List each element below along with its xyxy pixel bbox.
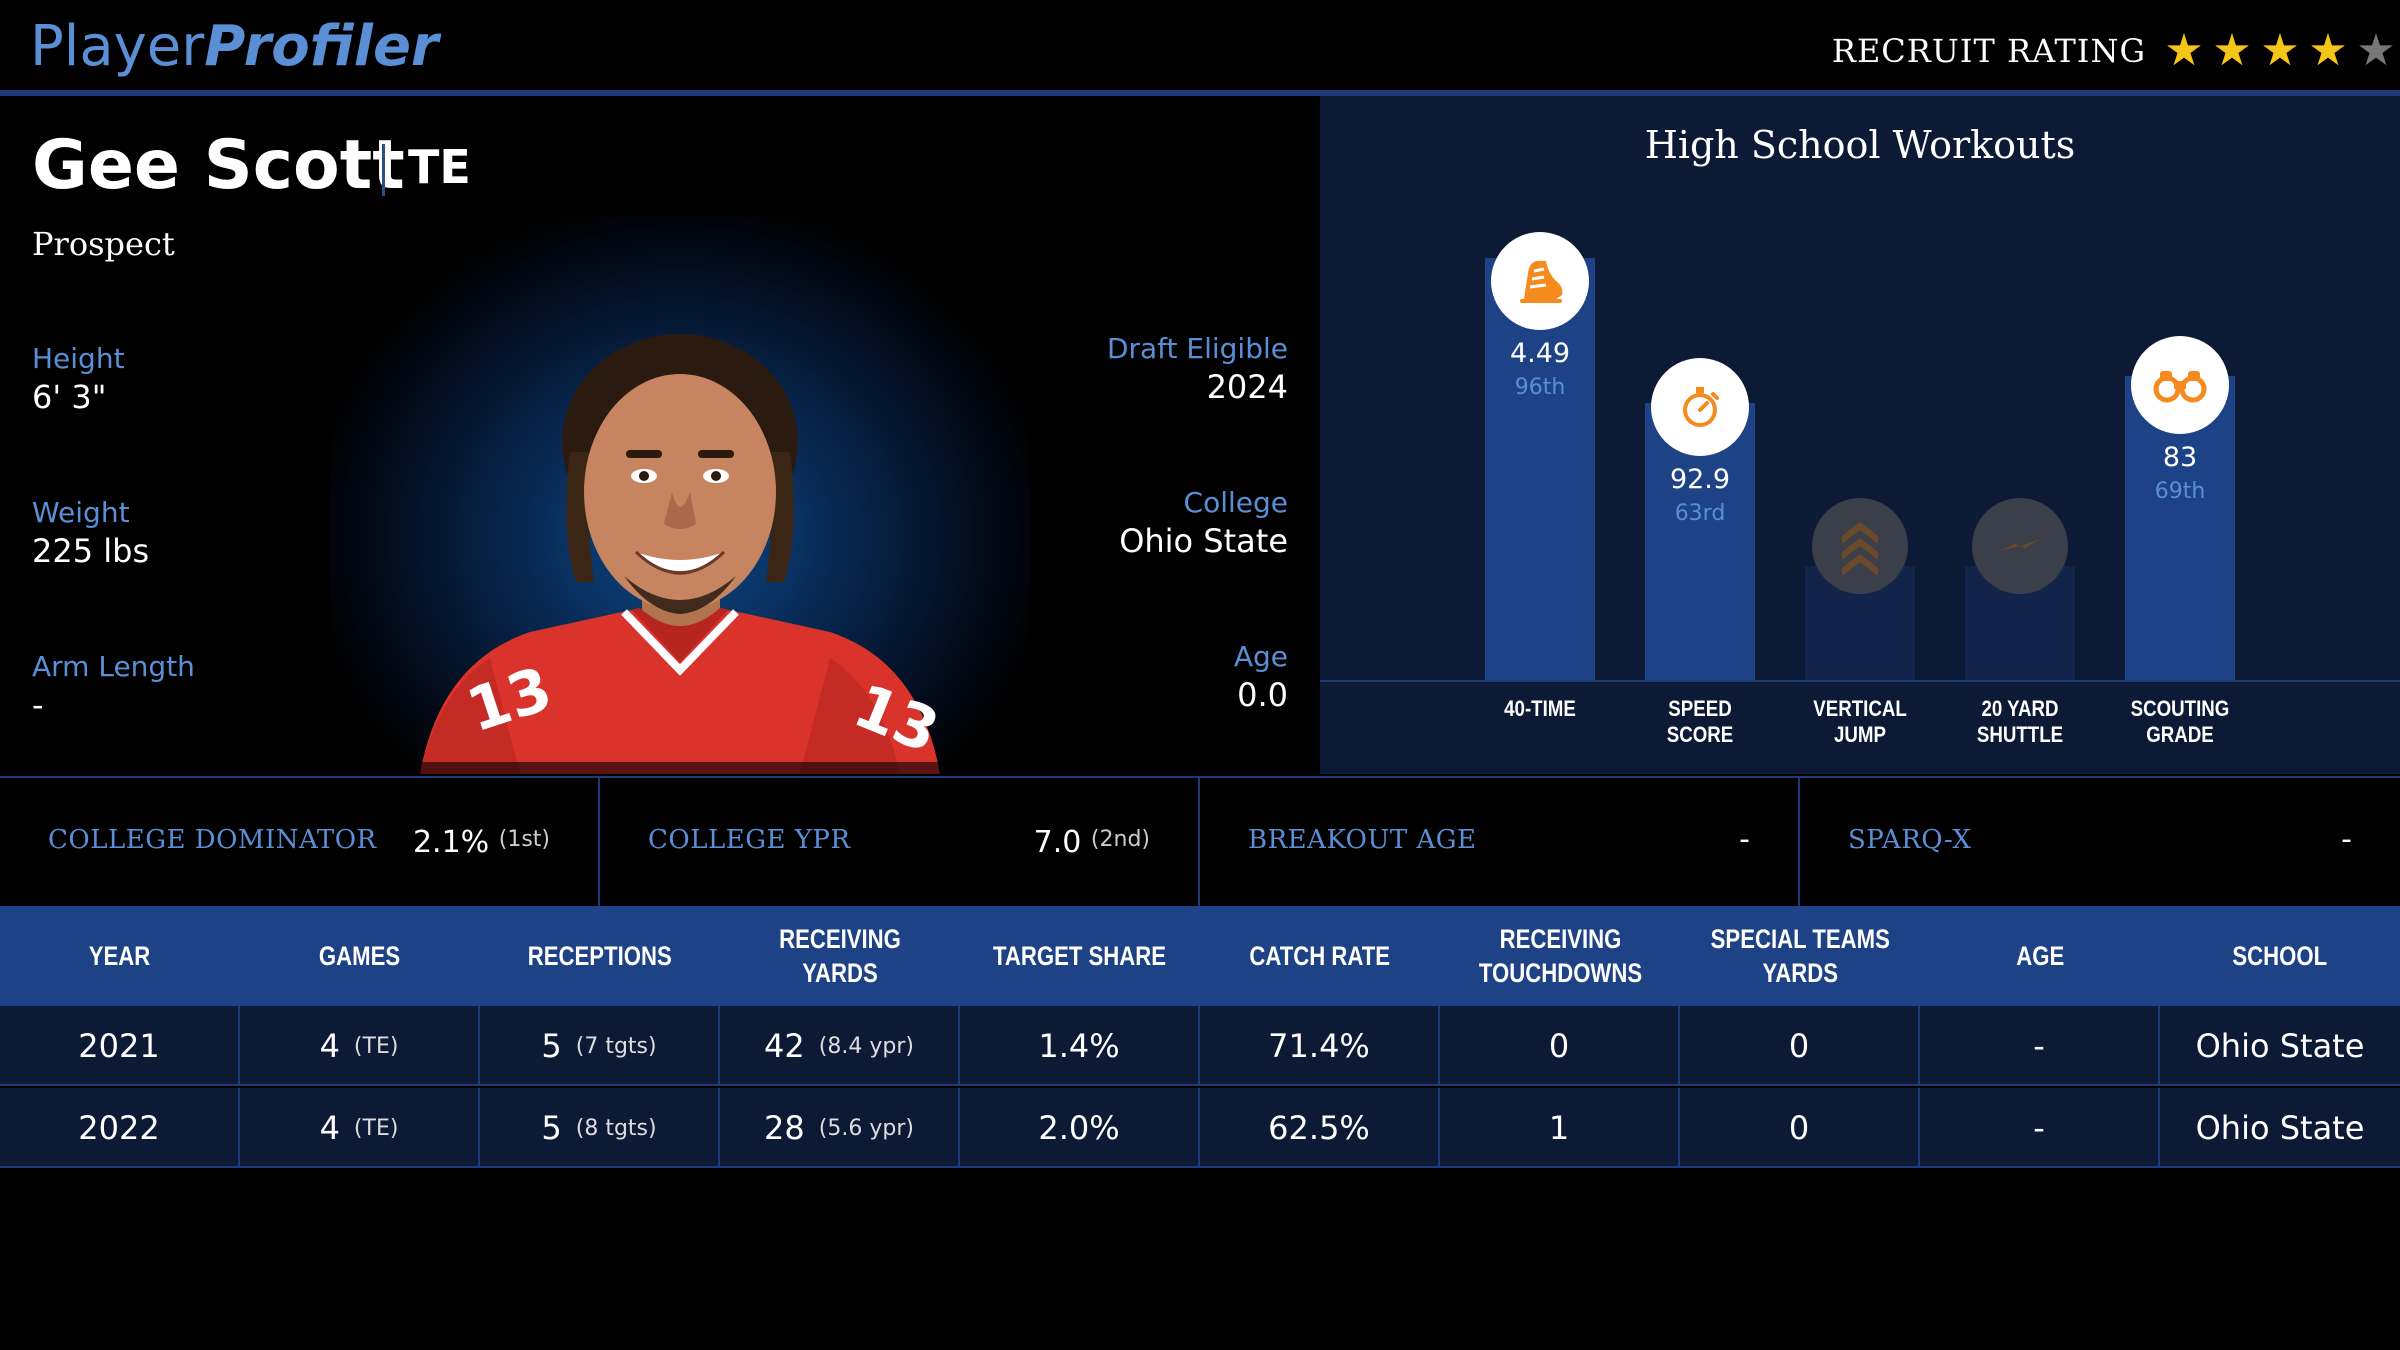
cell-school: Ohio State (2195, 1027, 2365, 1065)
weight-label: Weight (32, 496, 130, 529)
column-header-school[interactable]: SCHOOL (2232, 941, 2328, 971)
logo-text-player: Player (30, 14, 205, 79)
cell-age: - (1920, 1006, 2160, 1086)
cell-catch-rate: 71.4% (1200, 1006, 1440, 1086)
metric-label: COLLEGE DOMINATOR (48, 825, 377, 855)
player-profiler-logo[interactable]: PlayerProfiler (30, 12, 439, 82)
lightning-icon (1972, 498, 2068, 594)
workout-label: 20 YARD SHUTTLE (1976, 696, 2064, 747)
age-label: Age (1233, 640, 1288, 673)
logo-text-profiler: Profiler (204, 14, 439, 79)
workout-label: SCOUTING GRADE (2130, 696, 2230, 747)
cell-special-teams-yards: 0 (1680, 1088, 1920, 1168)
cell-games: 4 (TE) (240, 1006, 480, 1086)
metric-divider (598, 778, 600, 906)
header-divider (0, 90, 2400, 96)
player-position: TE (408, 140, 471, 194)
column-header-receiving-yards[interactable]: RECEIVING YARDS (779, 924, 901, 988)
metric-value: 7.0 (2nd) (1033, 825, 1150, 860)
star-icon: ★ (2260, 25, 2300, 76)
cell-games: 4 (TE) (240, 1088, 480, 1168)
table-header: YEAR GAMES RECEPTIONS RECEIVING YARDS TA… (0, 906, 2400, 1006)
recruit-rating-label: RECRUIT RATING (1831, 32, 2146, 70)
workout-percentile: 69th (2154, 479, 2206, 504)
stopwatch-icon (1651, 358, 1749, 456)
metric-value: - (2341, 822, 2352, 857)
cell-special-teams-yards: 0 (1680, 1006, 1920, 1086)
weight-value: 225 lbs (32, 532, 150, 570)
height-label: Height (32, 342, 125, 375)
high-school-workouts-panel: High School Workouts 4.49 96th 40-TIME 9… (1320, 96, 2400, 774)
player-name: Gee Scott (32, 126, 405, 205)
shoe-icon (1491, 232, 1589, 330)
player-photo: 13 13 (380, 334, 940, 774)
metric-breakout-age[interactable]: BREAKOUT AGE - (1200, 778, 1798, 906)
cell-receptions: 5 (8 tgts) (480, 1088, 720, 1168)
column-header-receiving-touchdowns[interactable]: RECEIVING TOUCHDOWNS (1478, 924, 1642, 988)
binoculars-icon (2131, 336, 2229, 434)
arm-length-value: - (32, 686, 44, 724)
column-header-age[interactable]: AGE (2016, 941, 2064, 971)
column-header-receptions[interactable]: RECEPTIONS (528, 941, 672, 971)
metric-value: 2.1% (1st) (412, 825, 550, 860)
cell-receptions: 5 (7 tgts) (480, 1006, 720, 1086)
player-profile-panel: Gee Scott TE Prospect Height 6' 3" Weigh… (0, 96, 1320, 774)
metric-value: - (1739, 822, 1750, 857)
metric-label: BREAKOUT AGE (1248, 825, 1477, 855)
table-row[interactable]: 2021 4 (TE) 5 (7 tgts) 42 (8.4 ypr) 1.4% 71… (0, 1006, 2400, 1086)
workouts-baseline (1320, 680, 2400, 682)
cell-year: 2021 (0, 1006, 240, 1086)
advanced-metrics-row: COLLEGE DOMINATOR 2.1% (1st) COLLEGE YPR… (0, 776, 2400, 906)
column-header-special-teams-yards[interactable]: SPECIAL TEAMS YARDS (1710, 924, 1890, 988)
top-bar: PlayerProfiler RECRUIT RATING ★ ★ ★ ★ ★ (0, 0, 2400, 90)
cell-year: 2022 (0, 1088, 240, 1168)
college-value: Ohio State (1119, 522, 1288, 560)
workout-label: SPEED SCORE (1666, 696, 1734, 747)
cell-target-share: 1.4% (960, 1006, 1200, 1086)
arm-length-label: Arm Length (32, 650, 195, 683)
workout-label: VERTICAL JUMP (1813, 696, 1907, 747)
metric-label: COLLEGE YPR (648, 825, 851, 855)
cell-school: Ohio State (2195, 1109, 2365, 1147)
column-header-catch-rate[interactable]: CATCH RATE (1249, 941, 1391, 971)
workout-label: 40-TIME (1504, 696, 1576, 721)
column-header-year[interactable]: YEAR (89, 941, 151, 971)
recruit-rating: RECRUIT RATING ★ ★ ★ ★ ★ (1832, 26, 2400, 76)
cell-target-share: 2.0% (960, 1088, 1200, 1168)
table-row[interactable]: 2022 4 (TE) 5 (8 tgts) 28 (5.6 ypr) 2.0% 62… (0, 1088, 2400, 1168)
column-header-target-share[interactable]: TARGET SHARE (993, 941, 1167, 971)
draft-eligible-value: 2024 (1206, 368, 1288, 406)
star-icon: ★ (2308, 25, 2348, 76)
star-icon: ★ (2164, 25, 2204, 76)
college-label: College (1183, 486, 1288, 519)
cell-receiving-yards: 28 (5.6 ypr) (720, 1088, 960, 1168)
age-value: 0.0 (1237, 676, 1288, 714)
cell-age: - (1920, 1088, 2160, 1168)
workout-percentile: 96th (1514, 375, 1566, 400)
chevrons-up-icon (1812, 498, 1908, 594)
cell-receiving-touchdowns: 1 (1440, 1088, 1680, 1168)
name-divider (382, 144, 385, 196)
workout-percentile: 63rd (1674, 501, 1726, 526)
cell-receiving-touchdowns: 0 (1440, 1006, 1680, 1086)
workouts-title: High School Workouts (1644, 123, 2076, 167)
workout-value: 4.49 (1509, 338, 1571, 369)
metric-divider (1798, 778, 1800, 906)
workout-value: 92.9 (1669, 464, 1731, 495)
cell-catch-rate: 62.5% (1200, 1088, 1440, 1168)
column-header-games[interactable]: GAMES (319, 941, 401, 971)
workout-value: 83 (2162, 442, 2198, 473)
height-value: 6' 3" (32, 378, 107, 416)
cell-receiving-yards: 42 (8.4 ypr) (720, 1006, 960, 1086)
star-empty-icon: ★ (2356, 25, 2396, 76)
metric-sparq-x[interactable]: SPARQ-X - (1800, 778, 2400, 906)
metric-divider (1198, 778, 1200, 906)
metric-college-dominator[interactable]: COLLEGE DOMINATOR 2.1% (1st) (0, 778, 598, 906)
star-icon: ★ (2212, 25, 2252, 76)
player-status: Prospect (32, 225, 175, 263)
metric-college-ypr[interactable]: COLLEGE YPR 7.0 (2nd) (600, 778, 1198, 906)
draft-eligible-label: Draft Eligible (1106, 332, 1288, 365)
metric-label: SPARQ-X (1848, 825, 1972, 855)
